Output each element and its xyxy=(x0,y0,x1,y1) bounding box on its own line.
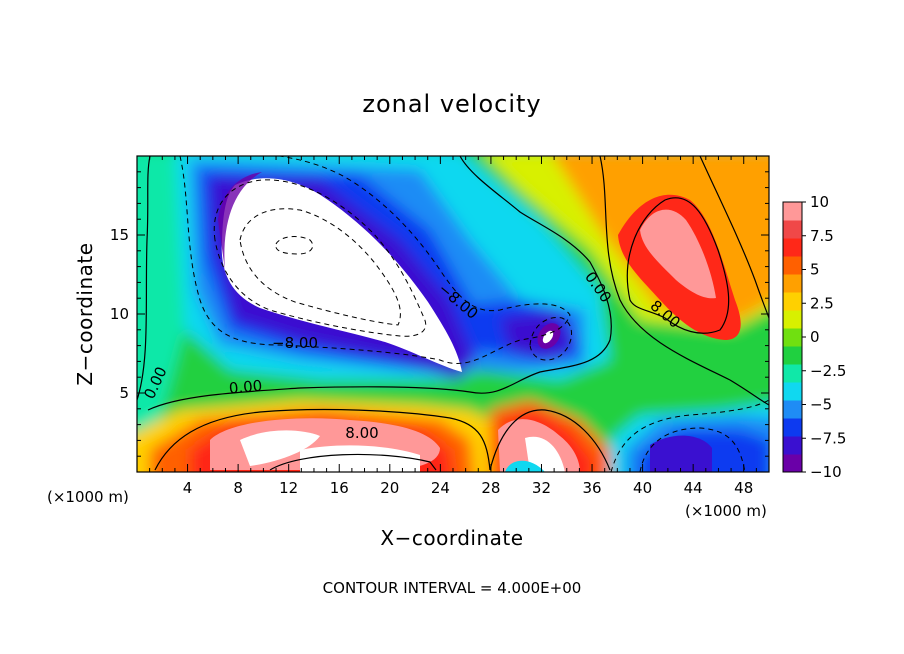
colorbar-swatch xyxy=(783,220,802,239)
x-axis-title: X−coordinate xyxy=(380,526,523,550)
x-tick-label: 28 xyxy=(481,479,500,497)
y-axis: 5 10 15 xyxy=(110,171,769,457)
x-tick-label: 24 xyxy=(431,479,450,497)
colorbar-swatch xyxy=(783,346,802,365)
contour-interval-note: CONTOUR INTERVAL = 4.000E+00 xyxy=(323,579,582,597)
contour-label: −8.00 xyxy=(272,334,318,352)
x-tick-label: 48 xyxy=(734,479,753,497)
contour-lines-negative xyxy=(179,156,769,472)
colorbar-swatch xyxy=(783,256,802,275)
colorbar-label: 7.5 xyxy=(810,227,834,245)
colorbar-swatch xyxy=(783,238,802,257)
colorbar-swatch xyxy=(783,310,802,329)
chart-title: zonal velocity xyxy=(362,90,541,118)
colorbar-label: 2.5 xyxy=(810,294,834,312)
x-tick-label: 12 xyxy=(279,479,298,497)
colorbar-swatch xyxy=(783,328,802,347)
y-tick-label: 15 xyxy=(110,226,129,244)
contour-lines xyxy=(137,156,769,471)
x-tick-label: 8 xyxy=(233,479,243,497)
x-axis: 4 8 12 16 20 24 28 32 36 40 44 48 xyxy=(149,156,770,497)
colorbar-label: −10 xyxy=(810,463,842,481)
colorbar-swatch xyxy=(783,418,802,437)
colorbar-swatch xyxy=(783,274,802,293)
min-core-white xyxy=(221,178,462,372)
colorbar-label: 5 xyxy=(810,261,820,279)
x-tick-label: 20 xyxy=(380,479,399,497)
x-tick-label: 16 xyxy=(330,479,349,497)
x-tick-label: 32 xyxy=(532,479,551,497)
x-tick-label: 40 xyxy=(633,479,652,497)
colorbar-swatch xyxy=(783,454,802,473)
colorbar-swatch xyxy=(783,202,802,221)
colorbar-label: 0 xyxy=(810,328,820,346)
colorbar-swatch xyxy=(783,382,802,401)
colorbar-swatch xyxy=(783,364,802,383)
y-tick-label: 10 xyxy=(110,305,129,323)
colorbar: 10 7.5 5 2.5 0 −2.5 −5 −7.5 −10 xyxy=(782,193,846,481)
colorbar-swatch xyxy=(783,292,802,311)
colorbar-label: −5 xyxy=(810,396,832,414)
x-tick-label: 4 xyxy=(183,479,193,497)
x-unit-label-right: (×1000 m) xyxy=(685,502,767,520)
colorbar-label: 10 xyxy=(810,193,829,211)
colorbar-label: −7.5 xyxy=(810,429,846,447)
plot-area: 0.00 −8.00 −8.00 0.00 8.00 8.00 0.00 xyxy=(137,156,769,472)
colorbar-label: −2.5 xyxy=(810,362,846,380)
x-tick-label: 44 xyxy=(684,479,703,497)
x-tick-label: 36 xyxy=(582,479,601,497)
x-unit-label: (×1000 m) xyxy=(47,488,129,506)
colorbar-swatch xyxy=(783,436,802,455)
min-core-blue xyxy=(650,435,712,472)
y-axis-title: Z−coordinate xyxy=(73,242,97,385)
y-tick-label: 5 xyxy=(119,384,129,402)
contour-label: 0.00 xyxy=(228,377,263,398)
contour-label: 8.00 xyxy=(345,424,378,442)
colorbar-swatch xyxy=(783,400,802,419)
